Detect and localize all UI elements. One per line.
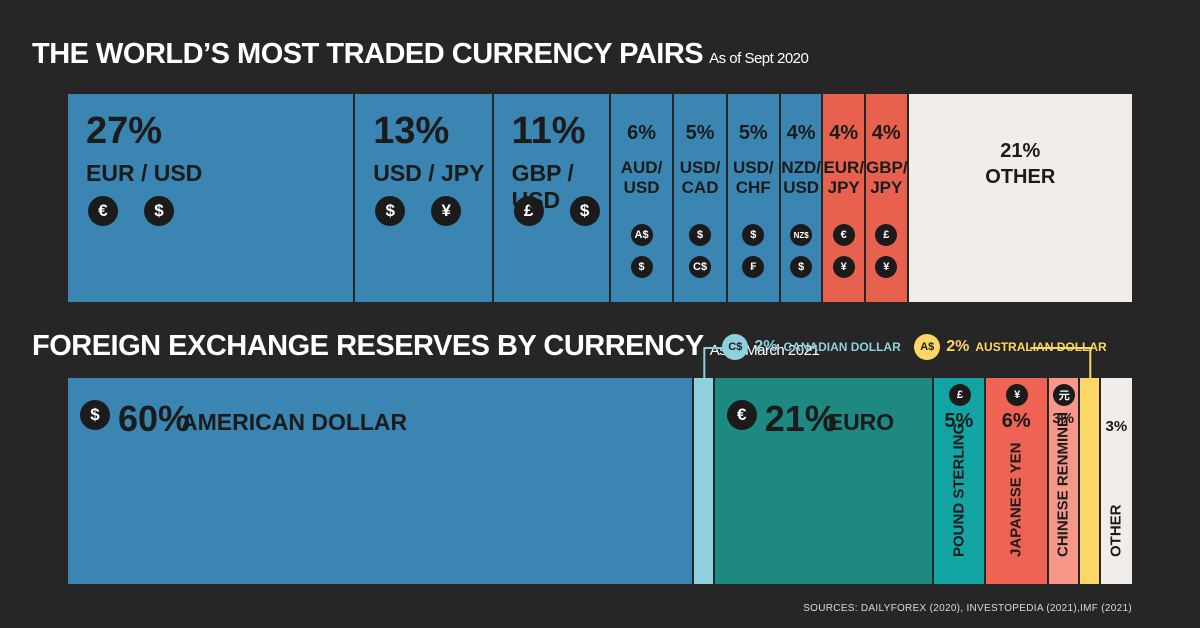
reserve-pct-label: 21% [764, 398, 837, 439]
pair-bar-usd-chf: $ ₣ 5% USD/ CHF [727, 94, 781, 302]
reserve-name-label: JAPANESE YEN [1007, 442, 1025, 558]
currency-symbol-icon: A$ [630, 224, 653, 246]
pair-pct-label: 6% [627, 122, 656, 144]
pair-pct-label: 4% [786, 122, 816, 144]
pair-name-label: USD/ CHF [732, 158, 774, 197]
reserves-title: FOREIGN EXCHANGE RESERVES BY CURRENCY As … [32, 330, 820, 363]
currency-symbol-icon: 元 [1053, 384, 1076, 406]
pairs-treemap: € $27% EUR / USD $ ¥13% USD / JPY £ $11% GBP / U… [68, 94, 1132, 302]
currency-symbol-icon: € [726, 400, 757, 430]
pair-bar-eur-jpy: € ¥4% EUR/ JPY [823, 94, 866, 302]
currency-symbol-icon: ¥ [875, 256, 898, 278]
currency-symbol-icon: NZ$ [790, 224, 813, 246]
currency-symbol-icon: ¥ [832, 256, 855, 278]
pair-name-label: AUD/ USD [620, 158, 663, 197]
pairs-title-sub: As of Sept 2020 [709, 50, 809, 67]
reserve-bar-other: 3% OTHER [1100, 378, 1132, 584]
reserve-bar-canadian-dollar [693, 378, 715, 584]
currency-symbol-icon: $ [569, 196, 600, 226]
callout-name-label: AUSTRALIAN DOLLAR [975, 340, 1107, 355]
currency-symbol-icon: $ [790, 256, 813, 278]
currency-symbol-icon: ¥ [431, 196, 462, 226]
pair-bar-usd-jpy: $ ¥13% USD / JPY [355, 94, 494, 302]
currency-symbol-icon: £ [513, 196, 544, 226]
currency-symbol-icon: $ [630, 256, 653, 278]
reserve-pct-label: 60% [118, 398, 191, 439]
pair-bar-gbp-jpy: £ ¥4% GBP/ JPY [866, 94, 909, 302]
callout-name-label: CANADIAN DOLLAR [783, 340, 901, 355]
pair-bar-nzd-usd: NZ$ $4% NZD/ USD [780, 94, 824, 302]
reserve-pct-label: 5% [944, 410, 974, 432]
currency-symbol-icon: ₣ [742, 256, 765, 278]
callout-pct-label: 2% [946, 338, 970, 356]
pair-name-label: GBP / USD [511, 160, 574, 213]
currency-symbol-icon: £ [948, 384, 971, 406]
pair-pct-label: 4% [871, 122, 901, 144]
currency-symbol-icon: A$ [914, 334, 941, 360]
pair-pct-label: 27% [86, 110, 163, 152]
pairs-title: THE WORLD’S MOST TRADED CURRENCY PAIRS As… [32, 38, 809, 71]
reserve-name-label: EURO [827, 409, 895, 435]
currency-symbol-icon: C$ [722, 334, 749, 360]
pair-bar-gbp-usd: £ $11% GBP / USD [493, 94, 611, 302]
pair-bar-usd-cad: $ C$ 5% USD/ CAD [674, 94, 728, 302]
pair-name-label: OTHER [985, 166, 1056, 188]
currency-symbol-icon: ¥ [1006, 384, 1029, 406]
pair-bar-eur-usd: € $27% EUR / USD [68, 94, 356, 302]
currency-symbol-icon: £ [875, 224, 898, 246]
pair-pct-label: 13% [373, 110, 450, 152]
reserves-title-main: FOREIGN EXCHANGE RESERVES BY CURRENCY [32, 330, 704, 362]
reserve-bar-australian-dollar [1079, 378, 1101, 584]
callout-pct-label: 2% [754, 338, 778, 356]
reserves-treemap: $60% AMERICAN DOLLAR €21% EURO £5% POUND STER… [68, 378, 1132, 584]
pair-pct-label: 11% [511, 110, 586, 152]
pair-name-label: EUR / USD [86, 160, 203, 186]
pair-name-label: NZD/ USD [781, 158, 821, 197]
pair-pct-label: 4% [829, 122, 859, 144]
sources-note: SOURCES: DAILYFOREX (2020), INVESTOPEDIA… [803, 603, 1132, 614]
reserve-name-label: CHINESE RENMINBI [1054, 411, 1072, 557]
currency-symbol-icon: $ [742, 224, 765, 246]
reserve-pct-label: 3% [1105, 418, 1128, 435]
reserve-pct-label: 3% [1052, 410, 1075, 427]
currency-symbol-icon: $ [144, 196, 174, 226]
reserve-pct-label: 6% [1001, 410, 1031, 432]
currency-symbol-icon: $ [689, 224, 712, 246]
pair-bar-aud-usd: A$ $6% AUD/ USD [610, 94, 675, 302]
currency-symbol-icon: $ [80, 400, 110, 430]
reserve-name-label: POUND STERLING [950, 422, 968, 557]
callout-canadian-dollar: C$ 2% CANADIAN DOLLAR [722, 334, 901, 360]
currency-symbol-icon: € [88, 196, 118, 226]
pair-name-label: EUR/ JPY [823, 158, 865, 197]
pair-name-label: GBP/ JPY [866, 158, 908, 197]
pair-name-label: USD / JPY [373, 160, 485, 186]
reserve-bar-japanese-yen: ¥6% JAPANESE YEN [985, 378, 1049, 584]
reserve-bar-chinese-renminbi: 元 3% CHINESE RENMINBI [1048, 378, 1080, 584]
pairs-title-main: THE WORLD’S MOST TRADED CURRENCY PAIRS [32, 38, 704, 70]
reserve-name-label: OTHER [1107, 504, 1125, 558]
reserve-bar-pound-sterling: £5% POUND STERLING [933, 378, 986, 584]
pair-pct-label: 5% [685, 122, 715, 144]
pair-pct-label: 21% [1000, 140, 1041, 162]
reserve-name-label: AMERICAN DOLLAR [181, 409, 408, 435]
currency-symbol-icon: $ [375, 196, 406, 226]
pair-bar-other: 21% OTHER [908, 94, 1132, 302]
reserve-bar-euro: €21% EURO [714, 378, 934, 584]
currency-symbol-icon: € [832, 224, 855, 246]
pair-name-label: USD/ CAD [679, 158, 721, 197]
reserve-bar-american-dollar: $60% AMERICAN DOLLAR [68, 378, 694, 584]
currency-symbol-icon: C$ [689, 256, 712, 278]
pair-pct-label: 5% [738, 122, 768, 144]
callout-australian-dollar: A$ 2% AUSTRALIAN DOLLAR [914, 334, 1107, 360]
